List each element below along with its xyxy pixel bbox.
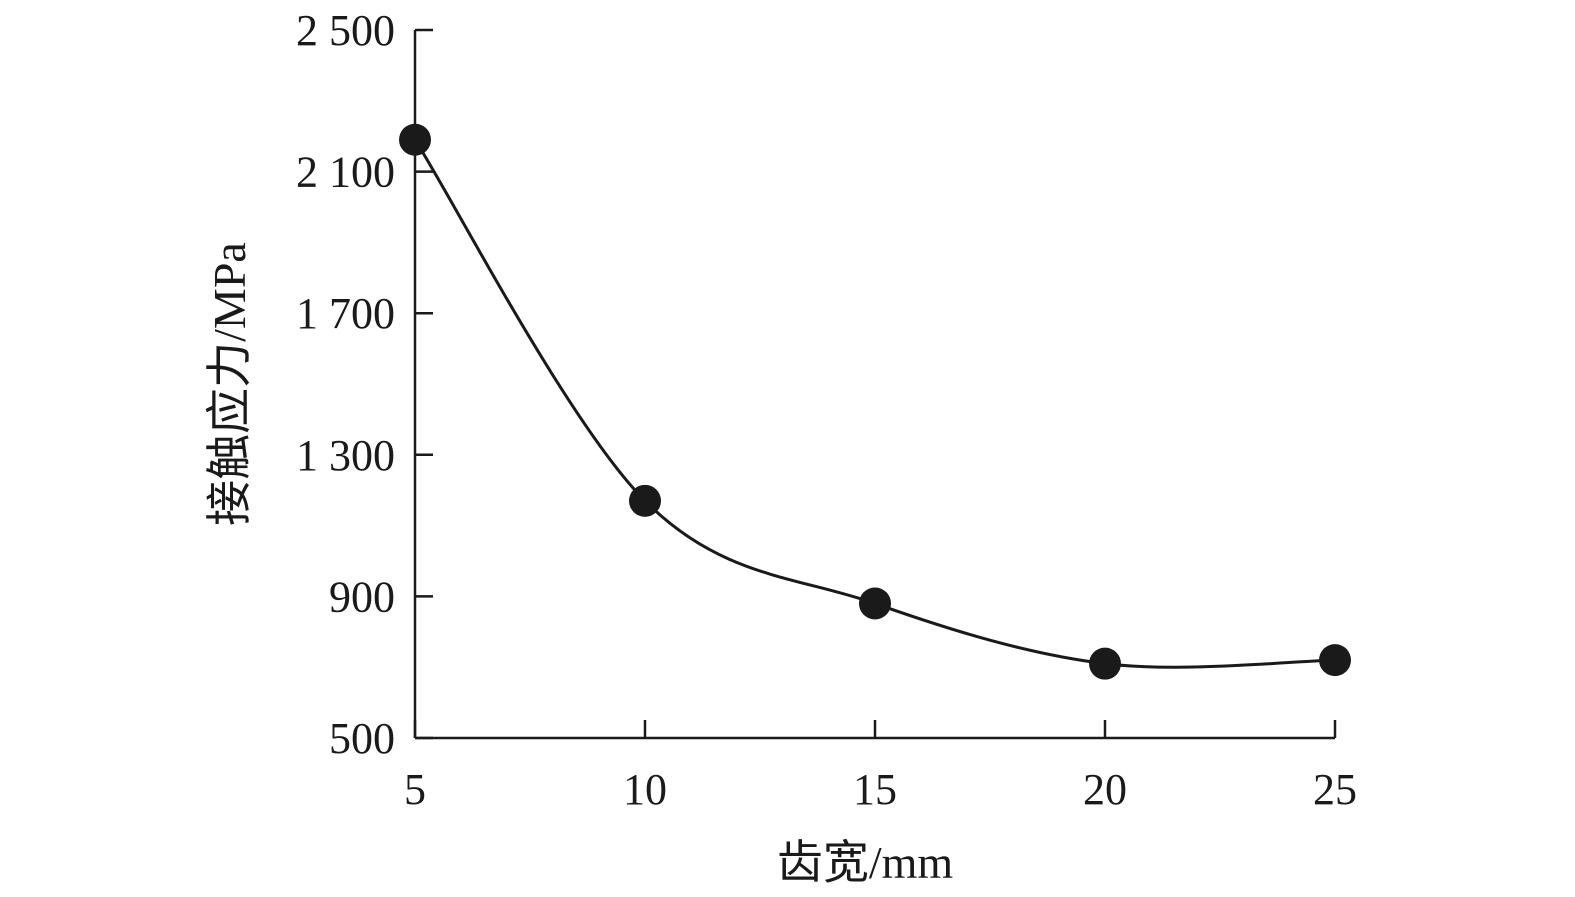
y-tick-label: 1 300 [296,431,395,480]
x-tick-label: 20 [1083,765,1127,814]
x-tick-label: 5 [404,765,426,814]
x-tick-label: 25 [1313,765,1357,814]
ticks: 500 900 1 300 1 700 2 100 2 500 5 10 15 20 25 [296,6,1357,814]
y-tick-label: 1 700 [296,289,395,338]
y-tick-label: 2 500 [296,6,395,55]
x-tick-label: 15 [853,765,897,814]
axes [413,30,1335,740]
y-tick-label: 500 [329,714,395,763]
y-tick-label: 900 [329,572,395,621]
data-points [399,123,1351,680]
series [413,138,1336,669]
data-point-5 [399,123,431,156]
data-point-25 [1319,644,1351,677]
data-point-10 [629,484,661,517]
x-axis-title: 齿宽/mm [777,837,954,888]
x-tick-label: 10 [623,765,667,814]
data-point-20 [1089,647,1121,680]
contact-stress-line [413,138,1336,669]
data-point-15 [859,587,891,620]
y-axis-title: 接触应力/MPa [204,242,255,526]
y-tick-label: 2 100 [296,148,395,197]
